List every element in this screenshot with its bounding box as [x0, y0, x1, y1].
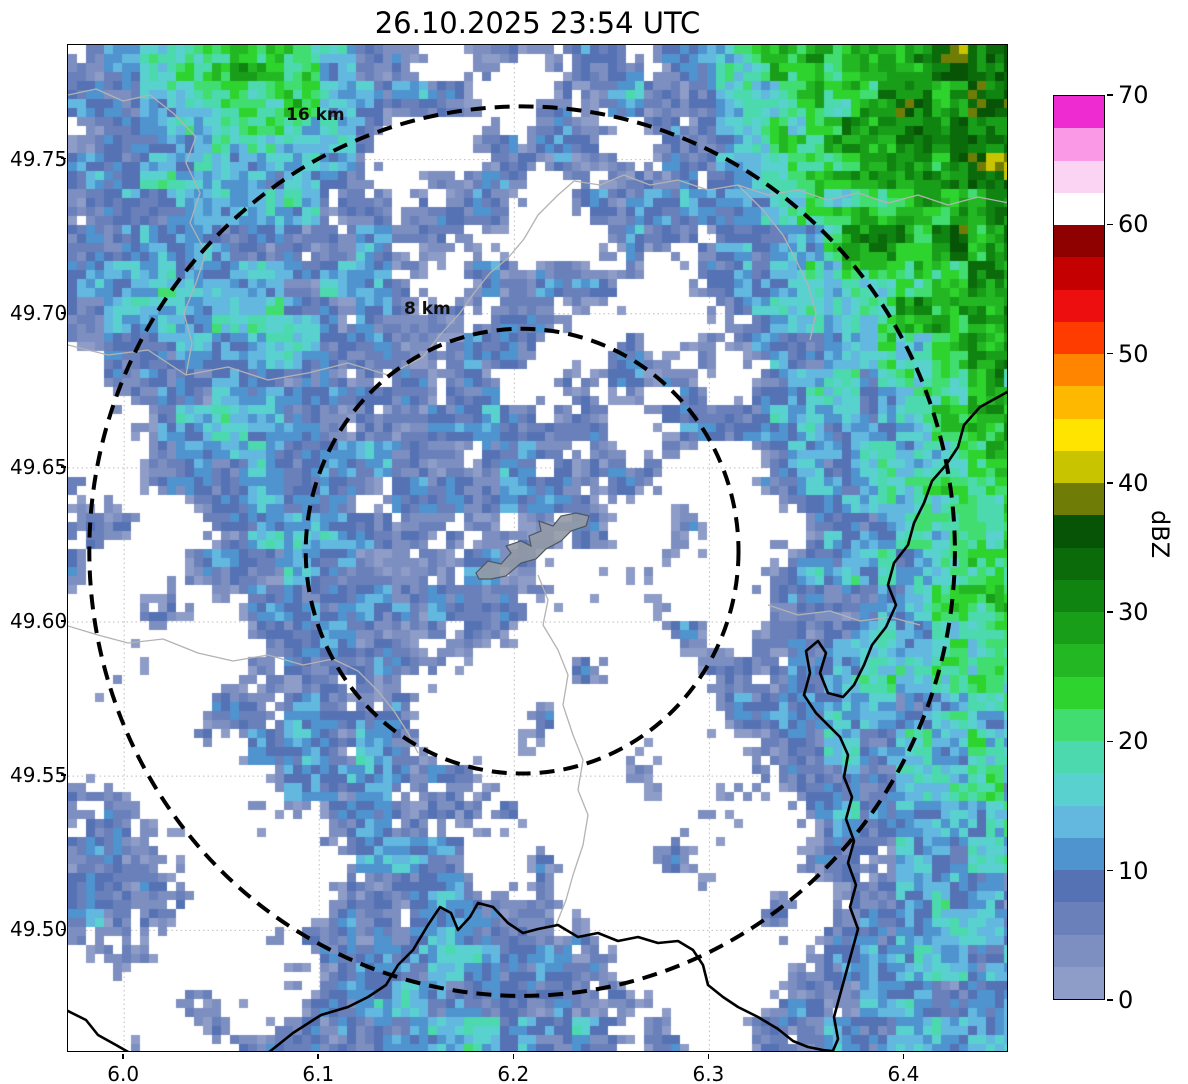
colorbar-tick-label: 60	[1118, 210, 1149, 239]
colorbar-segment	[1054, 869, 1104, 903]
admin-border	[767, 604, 921, 626]
colorbar-segment	[1054, 385, 1104, 419]
x-tick-label: 6.4	[887, 1062, 920, 1084]
colorbar-segment	[1054, 676, 1104, 709]
map-plot: 16 km 8 km	[67, 44, 1008, 1052]
colorbar-segment	[1054, 740, 1104, 774]
y-tick-label: 49.55	[10, 763, 68, 788]
x-tick	[317, 1053, 319, 1059]
colorbar-tick-label: 0	[1118, 986, 1134, 1014]
colorbar-tick	[1107, 94, 1113, 96]
range-ring-16km-label: 16 km	[286, 105, 345, 125]
colorbar-segment	[1054, 450, 1104, 483]
colorbar-segment	[1054, 95, 1104, 129]
colorbar-segment	[1054, 256, 1104, 290]
colorbar-segment	[1054, 837, 1104, 870]
colorbar-segment	[1054, 579, 1104, 612]
x-tick-label: 6.0	[107, 1062, 140, 1084]
range-ring-16km	[87, 104, 957, 998]
y-tick-label: 49.75	[10, 146, 68, 171]
plot-title: 26.10.2025 23:54 UTC	[374, 6, 701, 40]
colorbar-tick	[1107, 869, 1113, 872]
x-tick	[707, 1053, 710, 1059]
map-overlay	[68, 88, 1007, 1051]
y-tick	[60, 620, 66, 622]
colorbar-segment	[1054, 547, 1104, 580]
colorbar-tick	[1107, 482, 1113, 484]
colorbar-tick	[1107, 740, 1113, 743]
colorbar-label: dBZ	[1146, 510, 1174, 559]
colorbar-segment	[1054, 934, 1104, 967]
y-tick-label: 49.50	[10, 917, 68, 942]
x-tick	[512, 1053, 515, 1059]
country-border-east	[802, 390, 1007, 1051]
colorbar-tick	[1107, 352, 1113, 355]
colorbar-segment	[1054, 772, 1104, 806]
colorbar	[1053, 95, 1105, 1000]
colorbar-segment	[1054, 482, 1104, 516]
country-border-southwest	[68, 1009, 130, 1051]
colorbar-segment	[1054, 611, 1104, 645]
admin-border	[537, 574, 589, 926]
colorbar-segment	[1054, 192, 1104, 225]
admin-border	[737, 184, 817, 341]
colorbar-segment	[1054, 321, 1104, 354]
x-tick	[122, 1053, 124, 1059]
colorbar-tick-label: 10	[1118, 856, 1149, 885]
colorbar-segment	[1054, 353, 1104, 387]
colorbar-segment	[1054, 160, 1104, 193]
colorbar-segment	[1054, 224, 1104, 258]
y-tick-label: 49.60	[10, 609, 68, 634]
colorbar-tick-label: 50	[1118, 339, 1149, 368]
colorbar-segment	[1054, 805, 1104, 838]
colorbar-tick-label: 70	[1118, 81, 1149, 109]
x-tick	[902, 1053, 905, 1059]
colorbar-segment	[1054, 127, 1104, 161]
colorbar-segment	[1054, 708, 1104, 741]
y-tick	[60, 774, 66, 776]
y-tick	[60, 157, 66, 160]
city-area	[475, 512, 590, 580]
range-ring-8km	[303, 326, 741, 776]
x-tick-label: 6.1	[302, 1062, 335, 1084]
x-tick-label: 6.3	[692, 1062, 725, 1084]
admin-border	[68, 88, 207, 376]
colorbar-tick-label: 30	[1118, 598, 1149, 627]
y-tick	[60, 466, 66, 468]
colorbar-tick	[1107, 611, 1113, 613]
colorbar-segment	[1054, 289, 1104, 322]
y-tick	[60, 312, 66, 314]
colorbar-tick	[1107, 223, 1113, 226]
y-tick-label: 49.70	[10, 300, 68, 325]
colorbar-segment	[1054, 966, 1104, 999]
colorbar-tick-label: 20	[1118, 727, 1149, 756]
x-tick-label: 6.2	[497, 1062, 530, 1084]
colorbar-tick-label: 40	[1118, 468, 1149, 497]
admin-border	[68, 625, 419, 754]
colorbar-segment	[1054, 418, 1104, 451]
colorbar-segment	[1054, 901, 1104, 935]
colorbar-segment	[1054, 514, 1104, 548]
colorbar-tick	[1107, 999, 1113, 1001]
country-border-south	[268, 901, 834, 1051]
y-tick-label: 49.65	[10, 454, 68, 479]
y-tick	[60, 928, 66, 931]
colorbar-segment	[1054, 643, 1104, 677]
admin-border	[68, 174, 1007, 381]
range-ring-8km-label: 8 km	[404, 299, 451, 319]
